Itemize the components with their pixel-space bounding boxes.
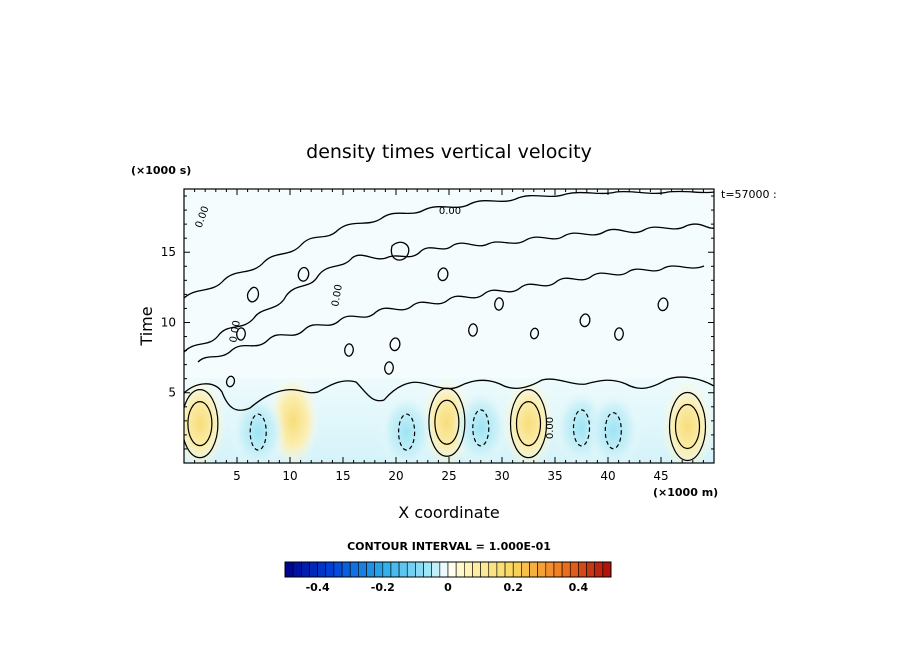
colorbar-bin — [358, 561, 367, 578]
negative-contour — [249, 413, 267, 451]
colorbar-bin — [586, 561, 595, 578]
colorbar-bin — [309, 561, 318, 578]
x-unit-label: (×1000 m) — [653, 486, 718, 499]
colorbar-tick-label: 0.2 — [503, 581, 523, 594]
negative-contour — [398, 413, 416, 451]
colorbar-bin — [366, 561, 375, 578]
x-tick-label: 5 — [233, 469, 241, 483]
colorbar-frame — [284, 561, 612, 578]
colorbar-bin — [349, 561, 359, 578]
y-tick-label: 5 — [168, 386, 176, 400]
colorbar-bin — [480, 561, 490, 578]
x-tick-label: 40 — [600, 469, 615, 483]
contour-interval-label: CONTOUR INTERVAL = 1.000E-01 — [347, 540, 551, 553]
colorbar-bin — [284, 561, 294, 578]
colorbar-bin — [292, 561, 302, 578]
x-tick-label: 10 — [282, 469, 297, 483]
colorbar-bin — [512, 561, 522, 578]
colorbar-bin — [488, 561, 498, 578]
negative-cell — [452, 387, 509, 463]
colorbar-bin — [529, 561, 538, 578]
colorbar-bin — [463, 561, 473, 578]
y-tick-label: 15 — [161, 245, 176, 259]
colorbar-bin — [398, 561, 408, 578]
x-tick-label: 15 — [335, 469, 350, 483]
colorbar-bin — [472, 561, 481, 578]
colorbar-bin — [333, 561, 343, 578]
colorbar-bin — [496, 561, 506, 578]
colorbar-bin — [382, 561, 392, 578]
contour-label: 0.00 — [545, 417, 556, 439]
negative-contour — [472, 409, 490, 447]
x-tick-label: 20 — [388, 469, 403, 483]
zero-contour — [184, 389, 219, 459]
colorbar-bin — [521, 561, 530, 578]
negative-cell — [378, 392, 435, 463]
chart-title: density times vertical velocity — [306, 141, 592, 163]
contour-label: 0.00 — [228, 320, 243, 344]
positive-contour — [515, 401, 542, 447]
plot-area: 0.00 0.000.000.000.00 — [184, 189, 714, 463]
colorbar-bin — [602, 561, 612, 578]
colorbar-bin — [594, 561, 604, 578]
colorbar-bin — [578, 561, 587, 578]
x-tick-label: 45 — [653, 469, 668, 483]
zero-contour — [668, 391, 707, 462]
y-unit-label: (×1000 s) — [131, 164, 191, 177]
colorbar-bin — [325, 561, 335, 578]
colorbar-tick-label: -0.2 — [371, 581, 395, 594]
colorbar-bin — [455, 561, 465, 578]
colorbar-bin — [545, 561, 555, 578]
colorbar-bin — [341, 561, 351, 578]
colorbar-bin — [390, 561, 400, 578]
colorbar-bin — [553, 561, 563, 578]
positive-contour — [674, 403, 701, 450]
x-axis-label: X coordinate — [398, 503, 499, 522]
colorbar: -0.4 -0.2 0 0.2 0.4 — [284, 561, 612, 594]
positive-contour — [434, 399, 460, 445]
colorbar-bin — [537, 561, 547, 578]
negative-contour — [572, 409, 591, 447]
colorbar-bin — [439, 561, 449, 578]
colorbar-bin — [504, 561, 514, 578]
colorbar-bin — [317, 561, 327, 578]
x-tick-label: 35 — [547, 469, 562, 483]
x-tick-label: 25 — [441, 469, 456, 483]
colorbar-bin — [374, 561, 384, 578]
positive-cell — [661, 380, 714, 463]
zero-contour — [428, 387, 466, 457]
colorbar-bin — [415, 561, 424, 578]
colorbar-bin — [561, 561, 571, 578]
colorbar-bin — [423, 561, 432, 578]
colorbar-bin — [447, 561, 457, 578]
colorbar-bin — [431, 561, 441, 578]
y-tick-label: 10 — [161, 315, 176, 329]
colorbar-tick-label: -0.4 — [306, 581, 330, 594]
colorbar-tick-label: 0.4 — [569, 581, 589, 594]
negative-cell — [585, 390, 642, 463]
zero-contour — [509, 389, 548, 459]
time-annotation: t=57000 : — [721, 188, 777, 201]
x-tick-label: 30 — [494, 469, 509, 483]
negative-contour — [604, 412, 622, 450]
colorbar-bin — [300, 561, 310, 578]
contour-label: 0.00 — [439, 206, 461, 217]
colorbar-bin — [569, 561, 579, 578]
positive-contour — [187, 401, 213, 447]
y-axis-label: Time — [137, 306, 156, 346]
colorbar-tick-label: 0 — [444, 581, 452, 594]
colorbar-bin — [406, 561, 416, 578]
contour-label: 0.00 — [330, 284, 345, 308]
